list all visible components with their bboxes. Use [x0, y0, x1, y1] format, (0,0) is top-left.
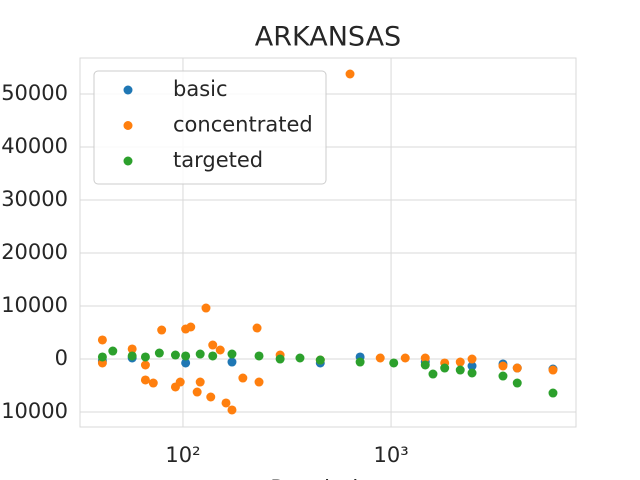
- point: [512, 363, 522, 373]
- point: [254, 351, 264, 361]
- point: [108, 346, 118, 356]
- x-tick-label: 10³: [373, 443, 408, 467]
- point: [186, 322, 196, 332]
- point: [208, 351, 218, 361]
- point: [512, 378, 522, 388]
- point: [315, 355, 325, 365]
- chart-title: ARKANSAS: [255, 22, 401, 53]
- point: [389, 358, 399, 368]
- point: [227, 405, 237, 415]
- legend-marker: [123, 156, 133, 166]
- y-tick-label: 10000: [1, 399, 68, 423]
- point: [140, 375, 150, 385]
- y-tick-label: 40000: [1, 134, 68, 158]
- point: [467, 361, 477, 371]
- point: [208, 340, 218, 350]
- point: [227, 349, 237, 359]
- point: [127, 344, 137, 354]
- point: [227, 357, 237, 367]
- point: [467, 368, 477, 378]
- plot-frame: [79, 57, 577, 428]
- point: [355, 357, 365, 367]
- point: [195, 377, 205, 387]
- point: [440, 363, 450, 373]
- point: [420, 353, 430, 363]
- y-tick-label: 10000: [1, 293, 68, 317]
- y-tick-label: 0: [55, 346, 68, 370]
- point: [295, 353, 305, 363]
- point: [181, 358, 191, 368]
- y-tick-label: 20000: [1, 240, 68, 264]
- point: [467, 354, 477, 364]
- point: [498, 361, 508, 371]
- point: [206, 392, 216, 402]
- point: [157, 325, 167, 335]
- point: [201, 303, 211, 313]
- point: [238, 373, 248, 383]
- point: [140, 360, 150, 370]
- point: [252, 323, 262, 333]
- point: [498, 371, 508, 381]
- point: [170, 350, 180, 360]
- point: [148, 378, 158, 388]
- y-tick-label: 50000: [1, 81, 68, 105]
- x-axis-label: Population: [270, 477, 386, 480]
- point: [181, 351, 191, 361]
- legend-label: concentrated: [173, 113, 313, 137]
- point: [455, 365, 465, 375]
- point: [154, 348, 164, 358]
- point: [375, 353, 385, 363]
- point: [420, 360, 430, 370]
- point: [215, 345, 225, 355]
- point: [400, 353, 410, 363]
- point: [192, 387, 202, 397]
- point: [195, 349, 205, 359]
- point: [127, 351, 137, 361]
- legend-label: targeted: [173, 148, 263, 172]
- legend-box: [93, 70, 327, 185]
- y-tick-label: 30000: [1, 187, 68, 211]
- point: [548, 388, 558, 398]
- point: [175, 377, 185, 387]
- point: [97, 335, 107, 345]
- legend-marker: [123, 121, 133, 130]
- legend-marker: [123, 85, 133, 95]
- point: [455, 357, 465, 367]
- point: [275, 354, 285, 364]
- point: [254, 377, 264, 387]
- point: [345, 69, 355, 79]
- point: [221, 398, 231, 408]
- point: [97, 352, 107, 362]
- point: [140, 352, 150, 362]
- point: [428, 369, 438, 379]
- x-tick-label: 10²: [165, 443, 200, 467]
- legend-label: basic: [173, 77, 228, 101]
- point: [548, 365, 558, 375]
